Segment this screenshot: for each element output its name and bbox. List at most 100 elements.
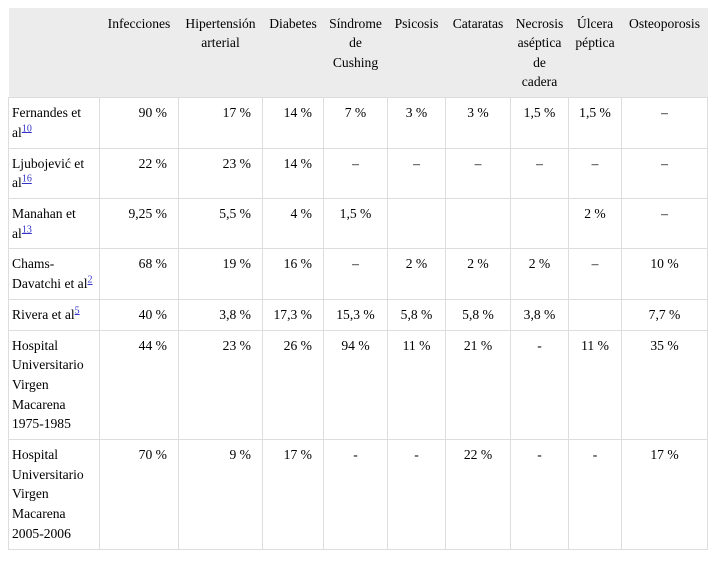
value-cell: 1,5 % (510, 97, 569, 149)
reference-link[interactable]: 16 (21, 173, 32, 185)
column-header: Necrosis aséptica de cadera (510, 8, 569, 98)
value-cell: 2 % (387, 248, 446, 300)
value-cell: 15,3 % (323, 298, 388, 331)
column-header: Diabetes (262, 8, 324, 98)
value-cell: – (568, 248, 622, 300)
value-cell: 11 % (387, 329, 446, 441)
value-cell: – (621, 147, 708, 200)
value-cell: – (621, 197, 708, 250)
value-cell (568, 298, 622, 331)
value-cell: 14 % (262, 147, 324, 200)
value-cell: 3 % (387, 97, 446, 149)
value-cell: – (568, 147, 622, 200)
study-name: Ljubojević et al (12, 155, 85, 191)
reference-superscript: 5 (75, 305, 80, 316)
value-cell (445, 197, 511, 250)
column-header: Cataratas (445, 8, 511, 98)
value-cell: 2 % (510, 248, 569, 300)
reference-superscript: 2 (87, 275, 92, 286)
value-cell: - (568, 439, 622, 550)
reference-superscript: 16 (22, 174, 32, 185)
value-cell: 16 % (262, 248, 324, 300)
study-name: Chams-Davatchi et al (12, 256, 88, 292)
table-row: Hospital Universitario Virgen Macarena 1… (8, 329, 708, 441)
value-cell: 4 % (262, 197, 324, 250)
value-cell: 68 % (99, 248, 179, 300)
study-label-cell: Fernandes et al10 (8, 97, 100, 149)
reference-link[interactable]: 13 (21, 224, 32, 236)
study-name: Hospital Universitario Virgen Macarena 2… (12, 447, 84, 541)
study-label-cell: Rivera et al5 (8, 298, 100, 331)
table-row: Fernandes et al10 90 % 17 % 14 % 7 % 3 % 3 % 1,… (8, 97, 708, 149)
value-cell: 3 % (445, 97, 511, 149)
value-cell: 94 % (323, 329, 388, 441)
value-cell: 23 % (178, 329, 263, 441)
column-header: Hipertensión arterial (178, 8, 263, 98)
value-cell (387, 197, 446, 250)
value-cell: – (621, 97, 708, 149)
corner-cell (8, 8, 100, 98)
value-cell: 17 % (262, 439, 324, 550)
study-label-cell: Manahan et al13 (8, 197, 100, 250)
value-cell: 44 % (99, 329, 179, 441)
value-cell: 10 % (621, 248, 708, 300)
value-cell: 70 % (99, 439, 179, 550)
value-cell: - (510, 439, 569, 550)
table-header-row: Infecciones Hipertensión arterial Diabetes… (8, 8, 708, 98)
value-cell: 21 % (445, 329, 511, 441)
value-cell: 1,5 % (323, 197, 388, 250)
reference-link[interactable]: 2 (87, 274, 93, 286)
table-row: Rivera et al5 40 % 3,8 % 17,3 % 15,3 % 5,8 % 5… (8, 298, 708, 331)
value-cell: 7,7 % (621, 298, 708, 331)
study-name: Manahan et al (12, 206, 76, 241)
study-label-cell: Hospital Universitario Virgen Macarena 2… (8, 439, 100, 550)
value-cell (510, 197, 569, 250)
value-cell: 3,8 % (510, 298, 569, 331)
table-row: Ljubojević et al16 22 % 23 % 14 % – – – – – – (8, 147, 708, 200)
value-cell: - (387, 439, 446, 550)
column-header: Úlcera péptica (568, 8, 622, 98)
column-header: Osteoporosis (621, 8, 708, 98)
value-cell: - (323, 439, 388, 550)
value-cell: 17,3 % (262, 298, 324, 331)
study-name: Rivera et al (12, 306, 75, 322)
study-name: Hospital Universitario Virgen Macarena 1… (12, 337, 84, 432)
value-cell: – (387, 147, 446, 200)
value-cell: 5,8 % (445, 298, 511, 331)
value-cell: 90 % (99, 97, 179, 149)
reference-link[interactable]: 10 (21, 123, 32, 135)
value-cell: 9 % (178, 439, 263, 550)
value-cell: 2 % (445, 248, 511, 300)
table-row: Chams-Davatchi et al2 68 % 19 % 16 % –2 % 2 %… (8, 248, 708, 300)
value-cell: 40 % (99, 298, 179, 331)
column-header: Infecciones (99, 8, 179, 98)
reference-superscript: 10 (22, 123, 32, 134)
table-body: Fernandes et al10 90 % 17 % 14 % 7 % 3 % 3 % 1,… (8, 97, 708, 550)
value-cell: 23 % (178, 147, 263, 200)
complications-table: Infecciones Hipertensión arterial Diabetes… (8, 8, 708, 550)
value-cell: – (323, 147, 388, 200)
value-cell: – (445, 147, 511, 200)
value-cell: 2 % (568, 197, 622, 250)
value-cell: 5,8 % (387, 298, 446, 331)
value-cell: 9,25 % (99, 197, 179, 250)
study-label-cell: Chams-Davatchi et al2 (8, 248, 100, 300)
table-row: Hospital Universitario Virgen Macarena 2… (8, 439, 708, 550)
value-cell: 5,5 % (178, 197, 263, 250)
table-row: Manahan et al13 9,25 % 5,5 % 4 % 1,5 % 2 % – (8, 197, 708, 250)
value-cell: 26 % (262, 329, 324, 441)
reference-superscript: 13 (22, 224, 32, 235)
value-cell: 19 % (178, 248, 263, 300)
value-cell: 11 % (568, 329, 622, 441)
value-cell: 22 % (99, 147, 179, 200)
study-name: Fernandes et al (12, 105, 82, 140)
value-cell: 17 % (621, 439, 708, 550)
value-cell: 22 % (445, 439, 511, 550)
value-cell: 7 % (323, 97, 388, 149)
value-cell: - (510, 329, 569, 441)
reference-link[interactable]: 5 (74, 305, 80, 317)
column-header: Psicosis (387, 8, 446, 98)
column-header: Síndrome de Cushing (323, 8, 388, 98)
value-cell: 17 % (178, 97, 263, 149)
study-label-cell: Ljubojević et al16 (8, 147, 100, 200)
